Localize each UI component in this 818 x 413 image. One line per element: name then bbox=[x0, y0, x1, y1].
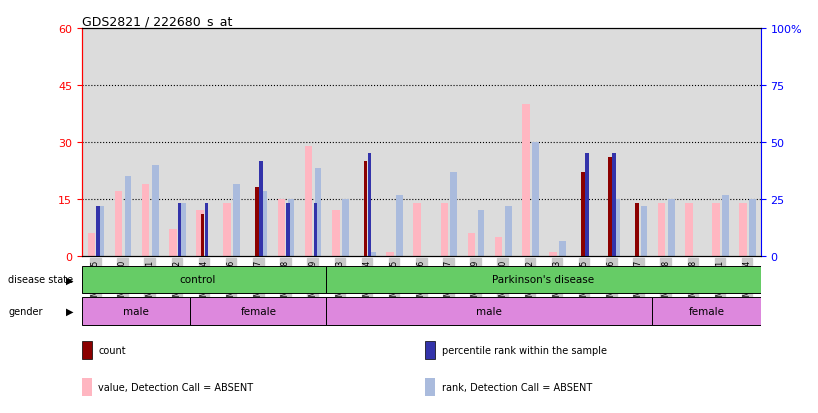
Bar bbox=[342, 199, 348, 256]
Bar bbox=[277, 199, 285, 256]
Bar bbox=[82, 297, 191, 325]
Bar bbox=[191, 297, 326, 325]
Bar bbox=[549, 252, 557, 256]
Bar bbox=[386, 252, 393, 256]
Bar bbox=[260, 192, 267, 256]
Text: male: male bbox=[476, 306, 502, 316]
Bar bbox=[585, 154, 589, 256]
Bar bbox=[364, 161, 367, 256]
Text: disease state: disease state bbox=[8, 275, 74, 285]
Bar bbox=[305, 146, 312, 256]
Text: ▶: ▶ bbox=[65, 306, 74, 316]
Bar bbox=[142, 184, 150, 256]
Bar bbox=[613, 154, 616, 256]
Bar bbox=[255, 188, 258, 256]
Bar bbox=[332, 211, 339, 256]
Bar bbox=[115, 192, 122, 256]
Bar bbox=[667, 199, 675, 256]
Bar bbox=[441, 203, 448, 256]
Bar bbox=[685, 203, 693, 256]
Bar bbox=[658, 203, 665, 256]
Bar bbox=[97, 207, 104, 256]
Bar bbox=[313, 203, 317, 256]
Bar bbox=[749, 199, 756, 256]
Bar bbox=[124, 176, 132, 256]
Bar bbox=[640, 207, 647, 256]
Bar bbox=[196, 211, 204, 256]
Bar bbox=[178, 203, 182, 256]
Bar bbox=[722, 195, 729, 256]
Text: percentile rank within the sample: percentile rank within the sample bbox=[442, 345, 607, 355]
Bar bbox=[532, 142, 539, 256]
Bar bbox=[614, 199, 620, 256]
Bar bbox=[581, 173, 585, 256]
Text: female: female bbox=[240, 306, 276, 316]
Bar bbox=[495, 237, 502, 256]
Bar bbox=[468, 233, 475, 256]
Text: GDS2821 / 222680_s_at: GDS2821 / 222680_s_at bbox=[82, 15, 232, 28]
Text: rank, Detection Call = ABSENT: rank, Detection Call = ABSENT bbox=[442, 382, 592, 392]
Bar bbox=[712, 203, 720, 256]
Bar bbox=[259, 161, 263, 256]
Bar bbox=[287, 199, 294, 256]
Bar bbox=[478, 211, 484, 256]
Bar bbox=[97, 207, 100, 256]
Text: value, Detection Call = ABSENT: value, Detection Call = ABSENT bbox=[98, 382, 254, 392]
Text: gender: gender bbox=[8, 306, 43, 316]
Bar bbox=[315, 169, 321, 256]
Bar bbox=[326, 266, 761, 294]
Bar bbox=[179, 203, 186, 256]
Bar bbox=[369, 252, 375, 256]
Bar bbox=[652, 297, 761, 325]
Text: male: male bbox=[124, 306, 149, 316]
Bar bbox=[169, 230, 177, 256]
Bar bbox=[505, 207, 511, 256]
Bar bbox=[636, 203, 639, 256]
Bar bbox=[326, 297, 652, 325]
Bar bbox=[223, 203, 231, 256]
Text: female: female bbox=[689, 306, 725, 316]
Bar bbox=[522, 104, 529, 256]
Text: Parkinson's disease: Parkinson's disease bbox=[492, 275, 595, 285]
Bar bbox=[82, 266, 326, 294]
Text: count: count bbox=[98, 345, 126, 355]
Bar bbox=[201, 214, 204, 256]
Bar bbox=[559, 241, 566, 256]
Bar bbox=[286, 203, 290, 256]
Bar bbox=[609, 158, 612, 256]
Bar bbox=[739, 203, 747, 256]
Bar bbox=[151, 165, 159, 256]
Bar bbox=[368, 154, 371, 256]
Bar bbox=[451, 173, 457, 256]
Bar bbox=[396, 195, 403, 256]
Text: ▶: ▶ bbox=[65, 275, 74, 285]
Bar bbox=[88, 233, 95, 256]
Text: control: control bbox=[179, 275, 215, 285]
Bar bbox=[413, 203, 421, 256]
Bar bbox=[233, 184, 240, 256]
Bar bbox=[205, 203, 209, 256]
